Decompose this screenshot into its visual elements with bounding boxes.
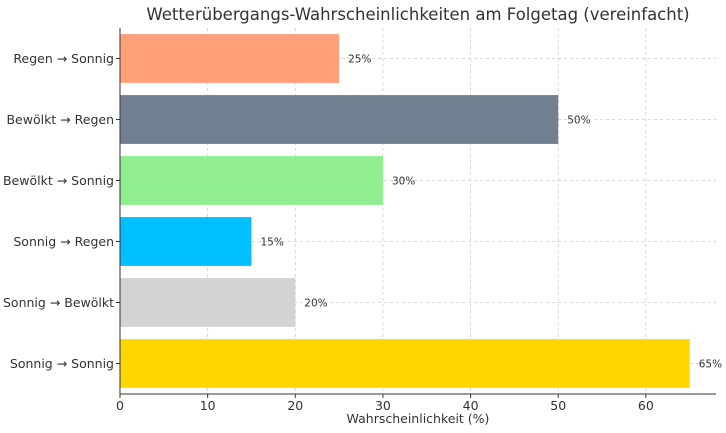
x-axis-title: Wahrscheinlichkeit (%) — [347, 411, 490, 426]
bar — [120, 278, 296, 327]
grid-lines — [119, 28, 716, 394]
bar — [120, 339, 690, 388]
y-tick-label: Sonnig → Regen — [13, 234, 114, 249]
x-tick-label: 40 — [463, 398, 479, 413]
bar — [120, 95, 559, 144]
bar-value-label: 15% — [260, 237, 283, 249]
bar — [120, 34, 340, 83]
x-tick-label: 30 — [375, 398, 391, 413]
y-tick-label: Sonnig → Bewölkt — [3, 295, 114, 310]
bar — [120, 217, 252, 266]
axes: Regen → Sonnig Bewölkt → Regen Bewölkt → S… — [3, 28, 716, 413]
bar — [120, 156, 383, 205]
y-tick-label: Bewölkt → Sonnig — [3, 173, 114, 188]
bar-value-label: 25% — [348, 54, 371, 66]
x-tick-label: 20 — [287, 398, 303, 413]
bar-value-label: 50% — [567, 115, 590, 127]
x-tick-label: 10 — [200, 398, 216, 413]
x-tick-label: 60 — [638, 398, 654, 413]
bar-value-label: 65% — [699, 359, 722, 371]
bars: 25% 50% 30% 15% 20% 65% — [120, 34, 722, 388]
bar-value-label: 30% — [392, 176, 415, 188]
chart-title: Wetterübergangs-Wahrscheinlichkeiten am … — [146, 5, 689, 24]
bar-value-label: 20% — [304, 298, 327, 310]
y-tick-label: Bewölkt → Regen — [6, 112, 114, 127]
y-tick-label: Sonnig → Sonnig — [10, 356, 114, 371]
y-tick-label: Regen → Sonnig — [13, 51, 114, 66]
x-tick-label: 0 — [116, 398, 124, 413]
x-tick-label: 50 — [550, 398, 566, 413]
